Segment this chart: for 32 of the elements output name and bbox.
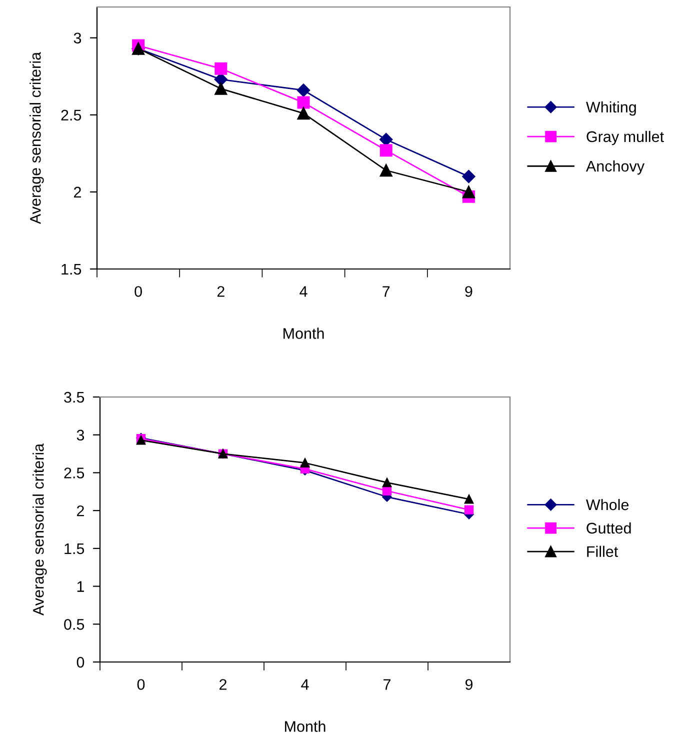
y-tick-label: 1 [77,581,84,592]
x-tick-label: 4 [300,286,308,297]
y-tick-label: 2 [76,505,84,516]
y-tick-label: 2 [74,186,81,198]
x-tick-label: 2 [220,679,226,690]
x-axis-title: Month [284,328,324,339]
y-tick-label: 1.5 [62,264,82,275]
y-tick-label: 3 [74,32,82,44]
legend-label: Whiting [586,101,636,116]
y-tick-label: 1.5 [64,543,84,554]
legend-label: Fillet [587,546,618,558]
y-tick-label: 3 [76,430,84,441]
x-tick-label: 9 [465,286,472,297]
x-tick-label: 2 [217,286,224,297]
y-tick-label: 2.5 [61,110,82,121]
x-tick-label: 7 [384,679,390,690]
legend-label: Gutted [586,522,631,534]
x-tick-label: 4 [301,679,309,690]
x-tick-label: 0 [134,286,142,297]
legend-label: Gray mullet [586,130,664,146]
legend-label: Anchovy [586,160,645,175]
y-tick-label: 0.5 [64,619,84,630]
x-tick-label: 0 [137,679,145,690]
legend-label: Whole [586,498,629,510]
y-axis-title: Average sensorial criteria [30,52,44,224]
y-axis-title: Average sensorial criteria [32,443,47,616]
x-axis-title: Month [285,720,326,732]
y-tick-label: 2.5 [64,468,84,478]
x-tick-label: 9 [465,679,473,690]
x-tick-label: 7 [382,286,390,297]
y-tick-label: 0 [76,656,84,668]
y-tick-label: 3.5 [64,392,84,403]
